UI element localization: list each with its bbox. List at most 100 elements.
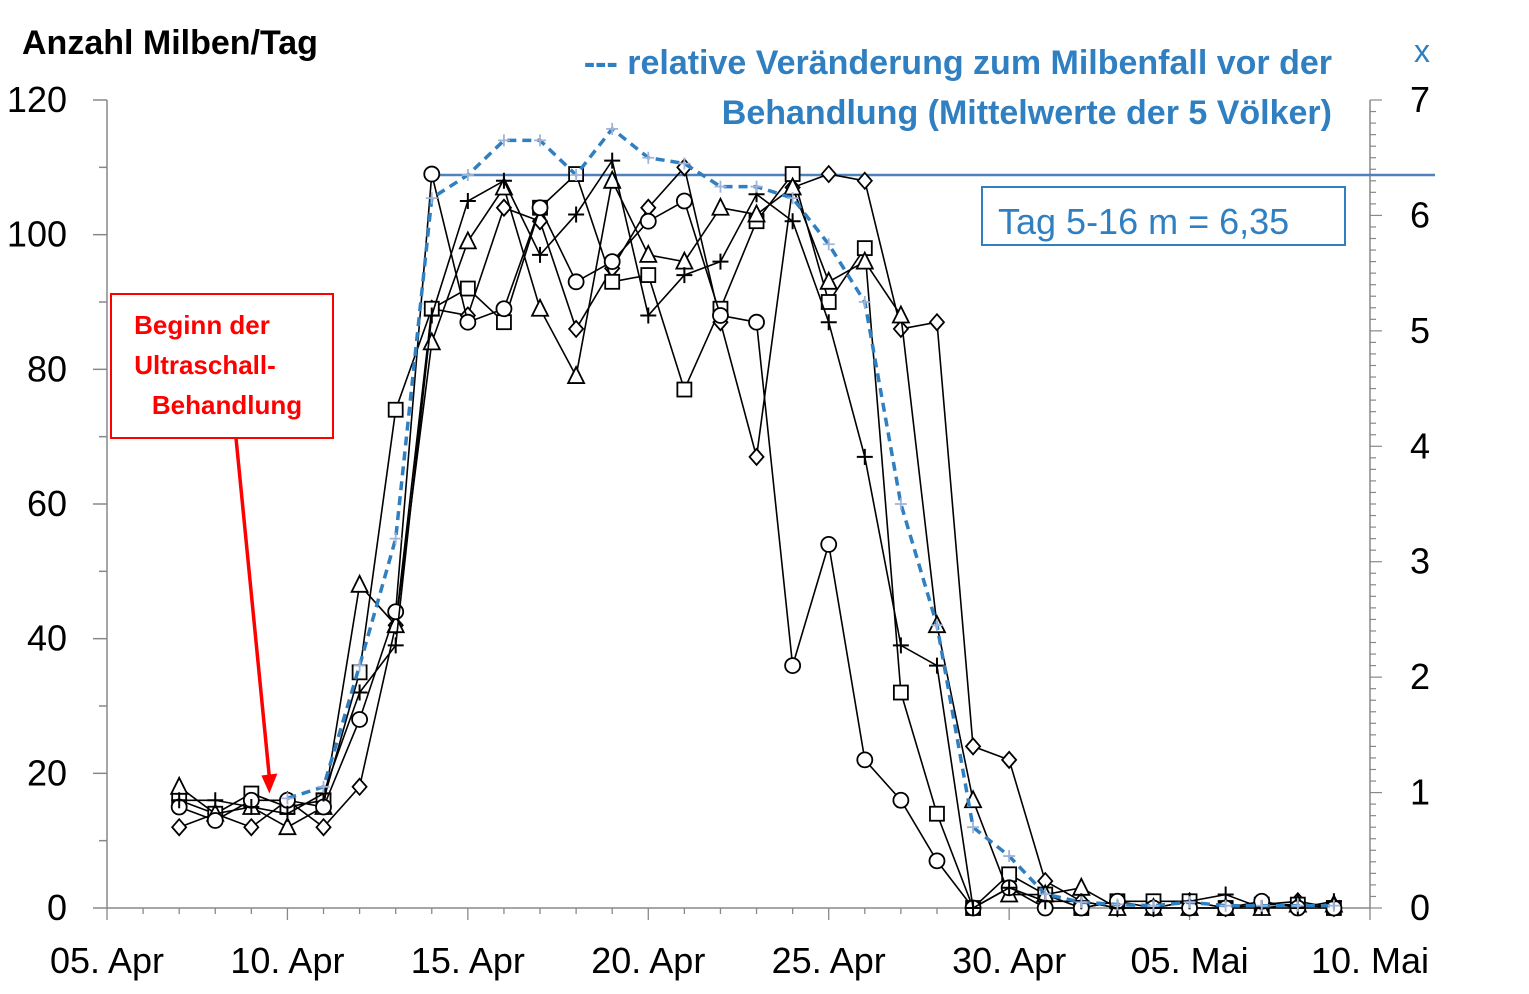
x-tick-label: 20. Apr (591, 940, 705, 981)
mean-series-marker (967, 821, 980, 834)
triangle-marker (530, 297, 550, 317)
mean-series-marker (570, 169, 583, 182)
triangle-marker (711, 196, 730, 216)
plus-marker (640, 307, 657, 324)
mean-series-marker (389, 532, 402, 545)
plus-marker (928, 657, 945, 674)
diamond-marker (1000, 750, 1018, 770)
mean-series-marker (1075, 896, 1088, 909)
right-axis-note-line-1: --- relative Veränderung zum Milbenfall … (584, 44, 1332, 82)
mean-series-marker (317, 780, 330, 793)
triangle-marker (350, 573, 370, 593)
circle-marker (820, 536, 838, 553)
plus-marker (423, 307, 440, 324)
circle-marker (459, 313, 477, 331)
annotation-arrow (234, 437, 278, 794)
mean-series-marker (353, 659, 366, 672)
plus-marker (243, 799, 260, 815)
plus-marker (387, 637, 404, 654)
diamond-marker (315, 817, 332, 837)
plus-marker (207, 792, 224, 809)
right-tick-label: 6 (1410, 194, 1430, 235)
circle-marker (531, 199, 549, 217)
annotation-arrow-head (261, 773, 278, 794)
circle-marker (675, 192, 693, 210)
diamond-marker (170, 817, 188, 837)
circle-marker (423, 165, 441, 183)
circle-marker (892, 791, 910, 809)
left-tick-label: 0 (47, 887, 67, 928)
reference-label: Tag 5-16 m = 6,35 (998, 201, 1289, 242)
square-marker (387, 401, 404, 418)
circle-marker (387, 603, 405, 621)
mean-series-marker (461, 169, 474, 182)
square-marker (640, 267, 657, 283)
right-tick-label: 0 (1410, 887, 1430, 928)
square-marker (892, 684, 909, 701)
mean-series-marker (1327, 899, 1340, 912)
mean-series-marker (1111, 898, 1124, 911)
diamond-marker (567, 319, 585, 339)
circle-marker (567, 273, 585, 291)
mean-series-marker (425, 192, 438, 205)
mean-series-marker (678, 157, 691, 170)
annotation-line-3: Behandlung (152, 390, 302, 420)
plus-marker (820, 314, 837, 331)
left-tick-label: 100 (7, 214, 67, 255)
plus-marker (351, 684, 368, 701)
mean-series-marker (822, 238, 835, 251)
triangle-marker (277, 816, 297, 836)
annotation-box: Beginn der Ultraschall- Behandlung (110, 293, 334, 439)
right-tick-label: 1 (1410, 772, 1430, 813)
triangle-marker (638, 243, 658, 263)
right-tick-label: 5 (1410, 310, 1430, 351)
circle-marker (206, 812, 224, 829)
circle-marker (748, 313, 765, 331)
x-tick-label: 15. Apr (411, 940, 525, 981)
mean-series-group (281, 122, 1340, 912)
right-axis-title: x (1414, 33, 1430, 69)
square-marker (459, 280, 476, 297)
mean-series-marker (1039, 888, 1052, 901)
axes: 0 20 40 60 80 100 120 0 1 2 3 4 5 6 7 05. Apr 10. Apr 15.… (7, 79, 1430, 981)
circle-marker (495, 300, 513, 318)
square-marker (496, 314, 512, 331)
left-axis-title: Anzahl Milben/Tag (22, 24, 318, 62)
x-tick-label: 05. Apr (50, 940, 164, 981)
right-tick-label: 3 (1410, 541, 1430, 582)
annotation-line-1: Beginn der (134, 310, 270, 340)
mean-series-marker (1183, 896, 1196, 909)
square-marker (1001, 866, 1018, 883)
right-axis-note-line-2: Behandlung (Mittelwerte der 5 Völker) (722, 94, 1332, 132)
plus-marker (604, 152, 621, 169)
mean-series-marker (714, 180, 727, 193)
mean-series-marker (281, 792, 294, 805)
x-tick-label: 10. Mai (1311, 940, 1429, 981)
mean-series-marker (1255, 899, 1268, 912)
triangle-marker (855, 250, 875, 270)
plus-marker (712, 253, 729, 270)
plus-marker (892, 637, 909, 654)
mean-series-marker (1147, 899, 1160, 912)
mean-series-marker (497, 134, 510, 147)
diamond-marker (748, 447, 765, 467)
mean-series-marker (750, 180, 763, 193)
mean-series-marker (642, 151, 655, 164)
plus-marker (568, 206, 585, 223)
plus-marker (784, 213, 801, 230)
plus-marker (965, 900, 982, 916)
circle-marker (856, 751, 874, 769)
left-tick-label: 20 (27, 752, 67, 793)
diamond-marker (964, 737, 982, 756)
triangle-marker (458, 230, 478, 250)
diamond-marker (351, 777, 368, 797)
diamond-marker (928, 312, 946, 332)
plus-marker (1001, 879, 1018, 896)
mean-series-marker (894, 498, 907, 510)
triangle-marker (819, 270, 839, 290)
mean-series-marker (534, 134, 547, 147)
mean-series-marker (786, 192, 799, 205)
left-tick-label: 40 (27, 618, 67, 659)
square-marker (929, 805, 945, 822)
